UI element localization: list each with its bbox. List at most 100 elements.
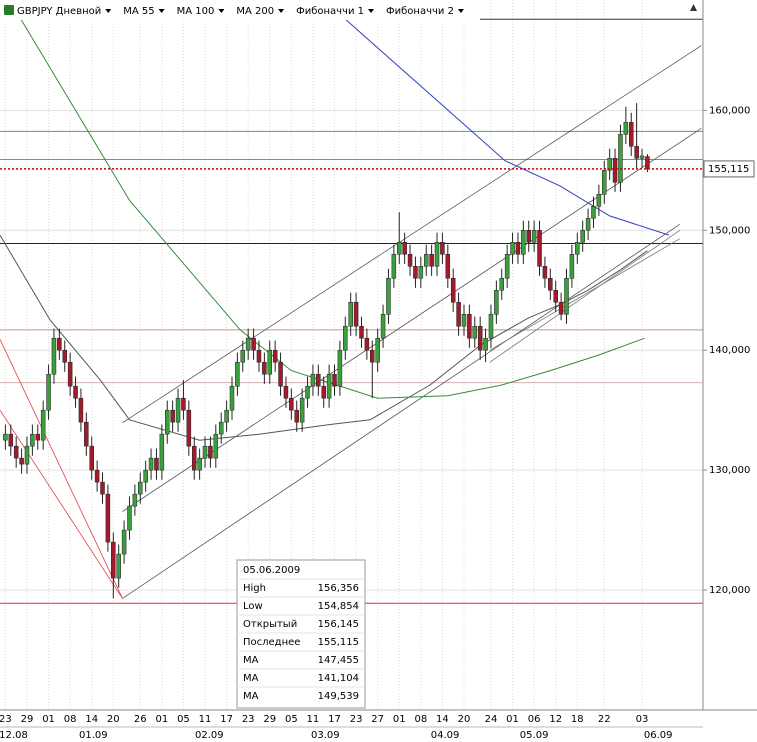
candle-body	[380, 313, 386, 339]
candle-body	[456, 301, 461, 327]
trend-line	[489, 229, 681, 363]
candle-body	[218, 421, 224, 435]
candle-body	[440, 242, 445, 255]
dropdown-arrow[interactable]	[105, 9, 112, 13]
candle-body	[305, 385, 310, 399]
x-tick-label: 29	[21, 714, 34, 725]
candle-body	[628, 122, 634, 147]
candle-body	[634, 146, 639, 159]
candle-body	[213, 433, 219, 459]
candle-body	[326, 373, 332, 399]
candle-body	[208, 445, 213, 459]
toolbar-item[interactable]: Фибоначчи 1	[296, 6, 364, 17]
candle-body	[84, 421, 89, 447]
candle-body	[316, 373, 321, 387]
candle-body	[607, 158, 612, 171]
x-tick-label: 20	[458, 714, 471, 725]
x-tick-label: 20	[107, 714, 120, 725]
candle-body	[235, 361, 240, 387]
info-label: MA	[243, 673, 259, 684]
toolbar-item[interactable]: MA 55	[123, 6, 154, 17]
y-tick-label: 140,000	[709, 345, 750, 356]
x-tick-label: 14	[85, 714, 98, 725]
dropdown-arrow[interactable]	[457, 9, 464, 13]
dropdown-arrow[interactable]	[278, 9, 285, 13]
candle-body	[321, 385, 326, 399]
candle-body	[191, 445, 197, 471]
candle-body	[299, 397, 305, 423]
x-tick-label: 14	[436, 714, 449, 725]
candle-body	[62, 349, 67, 363]
candle-body	[521, 230, 526, 255]
candle-body	[13, 445, 19, 459]
candle-body	[159, 433, 165, 471]
toolbar-item[interactable]: MA 200	[236, 6, 274, 17]
candle-body	[278, 361, 283, 387]
ma-line	[323, 0, 670, 236]
x-tick-label: 23	[0, 714, 12, 725]
dropdown-arrow[interactable]	[218, 9, 225, 13]
x-tick-label: 29	[263, 714, 276, 725]
x-tick-label: 23	[242, 714, 255, 725]
info-value: 155,115	[318, 637, 359, 648]
toolbar-item[interactable]: Фибоначчи 2	[386, 6, 454, 17]
trend-line	[0, 409, 123, 599]
info-value: 149,539	[318, 691, 359, 702]
x-tick-label: 01	[155, 714, 168, 725]
candle-body	[531, 230, 537, 243]
candle-body	[510, 242, 515, 255]
candle-body	[262, 361, 267, 375]
candle-body	[332, 373, 337, 387]
dropdown-arrow[interactable]	[368, 9, 375, 13]
info-label: Последнее	[243, 637, 300, 648]
candle-body	[423, 254, 429, 267]
dropdown-arrow[interactable]	[158, 9, 165, 13]
candle-body	[256, 349, 262, 363]
candle-body	[289, 397, 294, 411]
candle-body	[229, 385, 235, 411]
x-tick-label: 17	[328, 714, 341, 725]
candle-body	[267, 349, 273, 375]
x-tick-label: 03	[636, 714, 649, 725]
toolbar-item[interactable]: MA 100	[177, 6, 215, 17]
candle-body	[499, 277, 505, 291]
x-tick-label: 01	[42, 714, 55, 725]
ma-line	[10, 2, 645, 399]
x-tick-label: 12	[549, 714, 562, 725]
candle-body	[310, 373, 316, 387]
candle-body	[348, 301, 353, 327]
scroll-icon[interactable]	[690, 4, 697, 11]
info-value: 147,455	[318, 655, 359, 666]
price-tag	[703, 160, 755, 178]
candle-body	[24, 445, 30, 465]
candle-body	[111, 541, 116, 579]
candle-body	[596, 194, 602, 207]
toolbar-item[interactable]: GBPJPY Дневной	[17, 6, 101, 17]
toolbar-bg	[0, 0, 480, 20]
candle-body	[294, 409, 299, 423]
x-tick-label: 17	[220, 714, 233, 725]
axes: 120,000 130,000 140,000 150,000 160,000 23 29 0…	[0, 105, 755, 741]
trend-line	[489, 238, 681, 351]
candle-body	[100, 481, 105, 495]
x-tick-label: 08	[64, 714, 77, 725]
x-tick-label: 01	[506, 714, 519, 725]
candle-body	[170, 409, 175, 423]
candle-body	[132, 493, 138, 507]
y-tick-label: 150,000	[709, 225, 750, 236]
info-label: Low	[243, 601, 263, 612]
trend-line	[122, 223, 681, 599]
candle-body	[548, 277, 553, 291]
candle-body	[154, 457, 159, 471]
trend-line	[0, 339, 123, 599]
price-tag-label: 155,115	[708, 164, 749, 175]
info-value: 154,854	[318, 601, 359, 612]
candle-body	[251, 337, 256, 351]
ma-line	[0, 234, 648, 441]
candle-body	[429, 254, 434, 267]
info-box: 05.06.2009 High 156,356 Low 154,854 Открытый 1…	[236, 559, 366, 709]
candle-body	[197, 457, 202, 471]
candle-body	[202, 445, 208, 459]
info-value: 156,356	[318, 583, 359, 594]
candle-body	[78, 397, 84, 423]
